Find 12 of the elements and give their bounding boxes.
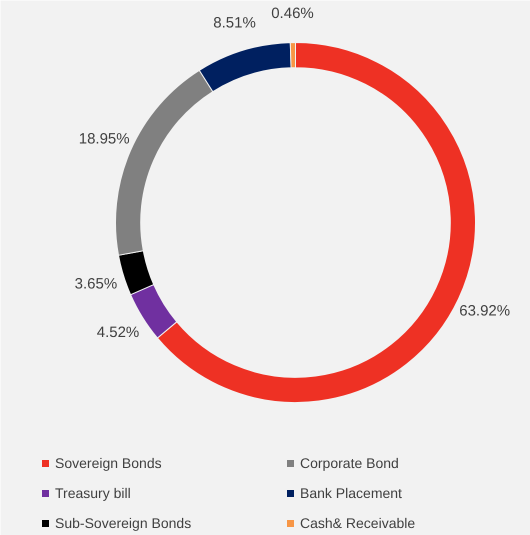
data-label: 0.46%: [271, 5, 314, 22]
legend-label: Bank Placement: [300, 484, 403, 503]
data-label: 8.51%: [213, 14, 256, 32]
data-label: 3.65%: [74, 275, 118, 292]
data-label: 4.52%: [96, 324, 140, 341]
legend-label: Sovereign Bonds: [55, 454, 163, 473]
data-label: 63.92%: [459, 302, 510, 320]
legend-label: Sub-Sovereign Bonds: [55, 514, 192, 533]
data-label: 18.95%: [78, 130, 130, 148]
legend-label: Corporate Bond: [300, 454, 400, 473]
legend-label: Treasury bill: [55, 484, 132, 503]
legend-label: Cash& Receivable: [300, 514, 416, 533]
